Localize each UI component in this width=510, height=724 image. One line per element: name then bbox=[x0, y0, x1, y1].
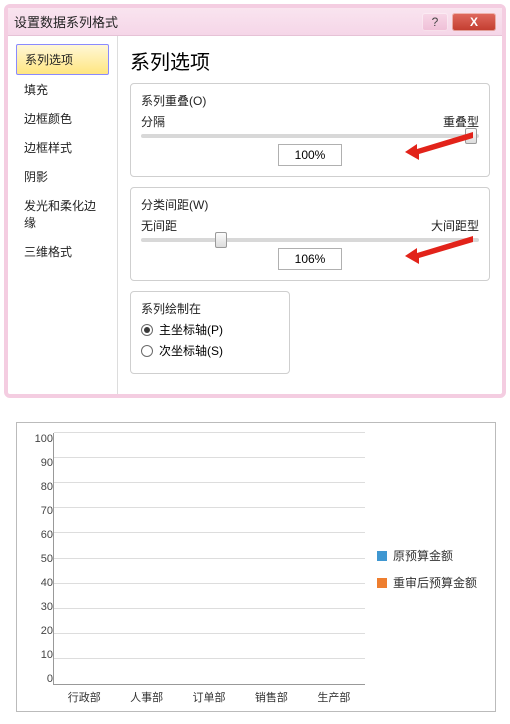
y-tick: 40 bbox=[25, 577, 53, 589]
y-tick: 10 bbox=[25, 649, 53, 661]
legend-swatch bbox=[377, 551, 387, 561]
nav-item[interactable]: 系列选项 bbox=[16, 44, 109, 75]
x-label: 生产部 bbox=[303, 689, 365, 705]
titlebar: 设置数据系列格式 ? X bbox=[8, 8, 502, 36]
y-tick: 60 bbox=[25, 529, 53, 541]
radio-primary-axis[interactable]: 主坐标轴(P) bbox=[141, 321, 279, 338]
x-label: 行政部 bbox=[53, 689, 115, 705]
dialog-nav: 系列选项填充边框颜色边框样式阴影发光和柔化边缘三维格式 bbox=[8, 36, 118, 394]
nav-item[interactable]: 边框样式 bbox=[16, 133, 109, 162]
overlap-slider[interactable] bbox=[141, 134, 479, 138]
gap-thumb[interactable] bbox=[215, 232, 227, 248]
help-button[interactable]: ? bbox=[422, 13, 448, 31]
format-series-dialog: 设置数据系列格式 ? X 系列选项填充边框颜色边框样式阴影发光和柔化边缘三维格式… bbox=[4, 4, 506, 398]
x-label: 销售部 bbox=[240, 689, 302, 705]
nav-item[interactable]: 阴影 bbox=[16, 162, 109, 191]
y-tick: 30 bbox=[25, 601, 53, 613]
gap-width-group: 分类间距(W) 无间距 大间距型 106% bbox=[130, 187, 490, 281]
y-axis: 1009080706050403020100 bbox=[25, 433, 53, 705]
grid-line bbox=[54, 658, 365, 659]
gap-left-label: 无间距 bbox=[141, 217, 177, 234]
legend-swatch bbox=[377, 578, 387, 588]
dialog-pane: 系列选项 系列重叠(O) 分隔 重叠型 100% bbox=[118, 36, 502, 394]
grid-line bbox=[54, 532, 365, 533]
radio-secondary-axis[interactable]: 次坐标轴(S) bbox=[141, 342, 279, 359]
dialog-body: 系列选项填充边框颜色边框样式阴影发光和柔化边缘三维格式 系列选项 系列重叠(O)… bbox=[8, 36, 502, 394]
bars-container bbox=[54, 433, 365, 684]
nav-item[interactable]: 边框颜色 bbox=[16, 104, 109, 133]
pane-title: 系列选项 bbox=[130, 46, 490, 75]
grid-line bbox=[54, 583, 365, 584]
overlap-thumb[interactable] bbox=[465, 128, 477, 144]
gap-value[interactable]: 106% bbox=[278, 248, 342, 270]
y-tick: 90 bbox=[25, 457, 53, 469]
radio-icon bbox=[141, 324, 153, 336]
plot bbox=[53, 433, 365, 685]
gap-track[interactable] bbox=[141, 238, 479, 242]
grid-line bbox=[54, 608, 365, 609]
legend-item: 原预算金额 bbox=[377, 547, 487, 564]
series-overlap-group: 系列重叠(O) 分隔 重叠型 100% bbox=[130, 83, 490, 177]
legend-item: 重审后预算金额 bbox=[377, 574, 487, 591]
overlap-value[interactable]: 100% bbox=[278, 144, 342, 166]
y-tick: 80 bbox=[25, 481, 53, 493]
y-tick: 70 bbox=[25, 505, 53, 517]
grid-line bbox=[54, 558, 365, 559]
gap-title: 分类间距(W) bbox=[141, 196, 479, 213]
nav-item[interactable]: 发光和柔化边缘 bbox=[16, 191, 109, 237]
overlap-labels: 分隔 重叠型 bbox=[141, 113, 479, 130]
y-tick: 100 bbox=[25, 433, 53, 445]
radio-secondary-label: 次坐标轴(S) bbox=[159, 342, 223, 359]
overlap-left-label: 分隔 bbox=[141, 113, 165, 130]
x-label: 订单部 bbox=[178, 689, 240, 705]
gap-right-label: 大间距型 bbox=[431, 217, 479, 234]
grid-line bbox=[54, 482, 365, 483]
plot-on-group: 系列绘制在 主坐标轴(P) 次坐标轴(S) bbox=[130, 291, 290, 374]
y-tick: 50 bbox=[25, 553, 53, 565]
budget-chart: 1009080706050403020100 行政部人事部订单部销售部生产部 原… bbox=[16, 422, 496, 712]
plot-area: 1009080706050403020100 行政部人事部订单部销售部生产部 bbox=[25, 433, 365, 705]
overlap-track[interactable] bbox=[141, 134, 479, 138]
grid-line bbox=[54, 507, 365, 508]
titlebar-buttons: ? X bbox=[422, 13, 496, 31]
y-tick: 20 bbox=[25, 625, 53, 637]
grid-line bbox=[54, 457, 365, 458]
grid-line bbox=[54, 432, 365, 433]
legend-label: 原预算金额 bbox=[393, 547, 453, 564]
y-tick: 0 bbox=[25, 673, 53, 685]
nav-item[interactable]: 填充 bbox=[16, 75, 109, 104]
radio-icon bbox=[141, 345, 153, 357]
gap-labels: 无间距 大间距型 bbox=[141, 217, 479, 234]
radio-primary-label: 主坐标轴(P) bbox=[159, 321, 223, 338]
window-title: 设置数据系列格式 bbox=[14, 12, 422, 31]
gap-slider[interactable] bbox=[141, 238, 479, 242]
x-axis-labels: 行政部人事部订单部销售部生产部 bbox=[53, 689, 365, 705]
legend-label: 重审后预算金额 bbox=[393, 574, 477, 591]
x-label: 人事部 bbox=[115, 689, 177, 705]
plot-on-title: 系列绘制在 bbox=[141, 300, 279, 317]
overlap-title: 系列重叠(O) bbox=[141, 92, 479, 109]
close-button[interactable]: X bbox=[452, 13, 496, 31]
nav-item[interactable]: 三维格式 bbox=[16, 237, 109, 266]
legend: 原预算金额重审后预算金额 bbox=[377, 433, 487, 705]
